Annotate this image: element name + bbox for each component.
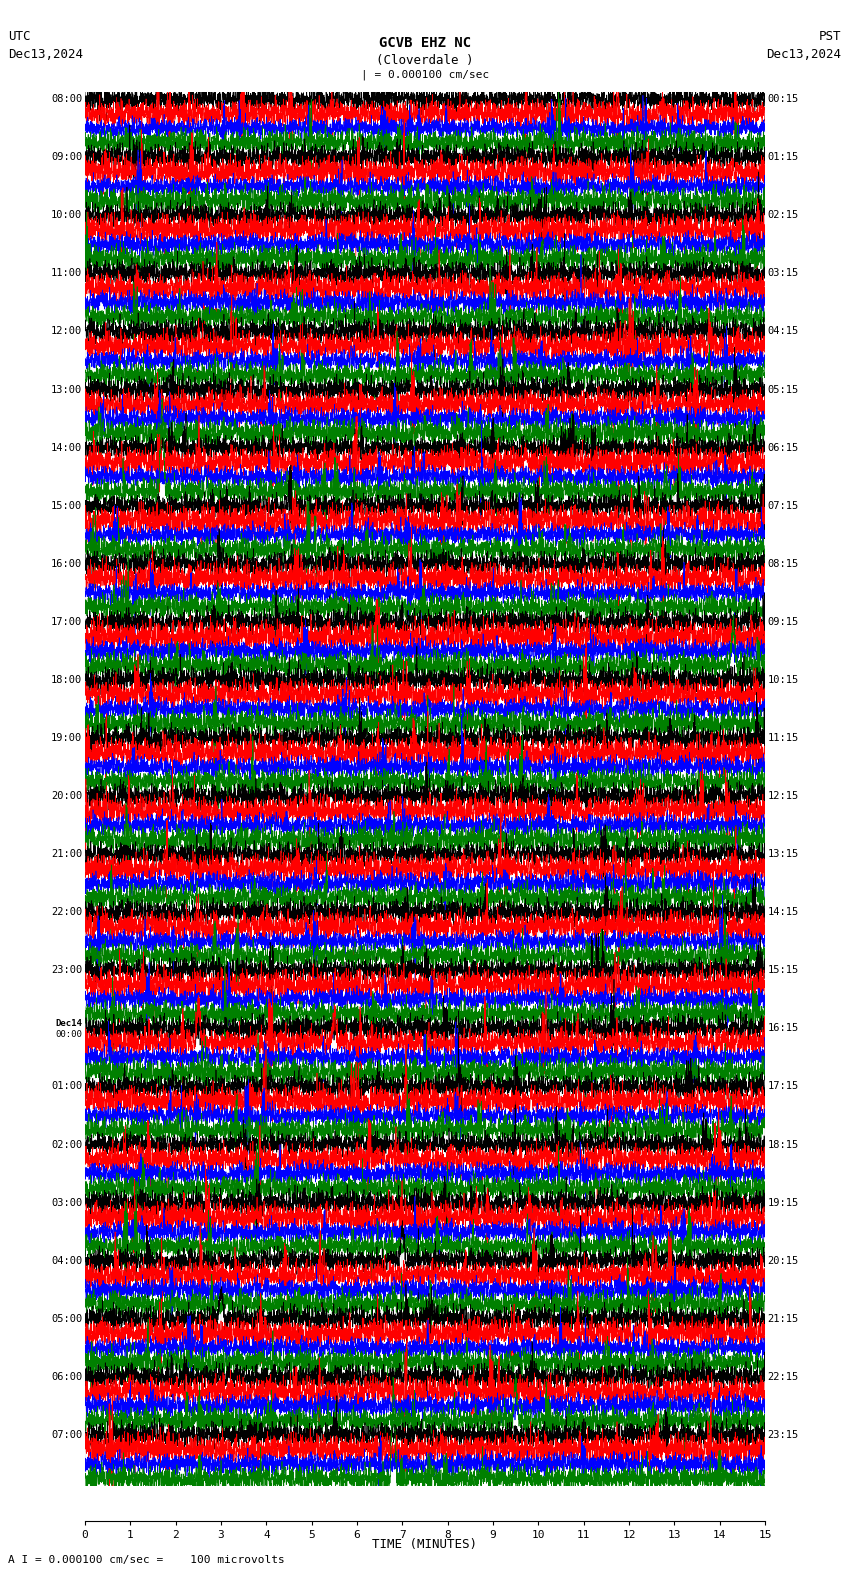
- Text: 02:15: 02:15: [768, 211, 799, 220]
- Text: 18:15: 18:15: [768, 1139, 799, 1150]
- Text: 07:00: 07:00: [51, 1430, 82, 1440]
- Text: 10:00: 10:00: [51, 211, 82, 220]
- Text: 17:00: 17:00: [51, 616, 82, 627]
- Text: 15:00: 15:00: [51, 501, 82, 510]
- Text: 20:00: 20:00: [51, 790, 82, 802]
- Text: 00:00: 00:00: [55, 1030, 82, 1039]
- Text: | = 0.000100 cm/sec: | = 0.000100 cm/sec: [361, 70, 489, 81]
- Text: 02:00: 02:00: [51, 1139, 82, 1150]
- Text: PST: PST: [819, 30, 842, 43]
- Text: A I = 0.000100 cm/sec =    100 microvolts: A I = 0.000100 cm/sec = 100 microvolts: [8, 1555, 286, 1565]
- Text: 19:00: 19:00: [51, 733, 82, 743]
- Text: 05:00: 05:00: [51, 1313, 82, 1324]
- Text: (Cloverdale ): (Cloverdale ): [377, 54, 473, 67]
- Text: 09:15: 09:15: [768, 616, 799, 627]
- Text: 13:00: 13:00: [51, 385, 82, 394]
- Text: GCVB EHZ NC: GCVB EHZ NC: [379, 36, 471, 51]
- Text: 12:00: 12:00: [51, 326, 82, 336]
- Text: 06:15: 06:15: [768, 442, 799, 453]
- Text: 03:00: 03:00: [51, 1198, 82, 1207]
- Text: 18:00: 18:00: [51, 675, 82, 684]
- Text: UTC: UTC: [8, 30, 31, 43]
- Text: 08:00: 08:00: [51, 93, 82, 105]
- Text: 21:15: 21:15: [768, 1313, 799, 1324]
- Text: 23:15: 23:15: [768, 1430, 799, 1440]
- Text: 04:00: 04:00: [51, 1256, 82, 1266]
- Text: TIME (MINUTES): TIME (MINUTES): [372, 1538, 478, 1551]
- Text: 12:15: 12:15: [768, 790, 799, 802]
- Text: 16:15: 16:15: [768, 1023, 799, 1033]
- Text: Dec13,2024: Dec13,2024: [8, 48, 83, 60]
- Text: 13:15: 13:15: [768, 849, 799, 859]
- Text: 14:15: 14:15: [768, 908, 799, 917]
- Text: 11:15: 11:15: [768, 733, 799, 743]
- Text: 03:15: 03:15: [768, 268, 799, 279]
- Text: 15:15: 15:15: [768, 965, 799, 976]
- Text: Dec14: Dec14: [55, 1019, 82, 1028]
- Text: 01:00: 01:00: [51, 1082, 82, 1091]
- Text: 21:00: 21:00: [51, 849, 82, 859]
- Text: 17:15: 17:15: [768, 1082, 799, 1091]
- Text: 01:15: 01:15: [768, 152, 799, 162]
- Text: 00:15: 00:15: [768, 93, 799, 105]
- Text: 06:00: 06:00: [51, 1372, 82, 1381]
- Text: 23:00: 23:00: [51, 965, 82, 976]
- Text: 22:15: 22:15: [768, 1372, 799, 1381]
- Text: 07:15: 07:15: [768, 501, 799, 510]
- Text: 20:15: 20:15: [768, 1256, 799, 1266]
- Text: 08:15: 08:15: [768, 559, 799, 569]
- Text: 05:15: 05:15: [768, 385, 799, 394]
- Text: 16:00: 16:00: [51, 559, 82, 569]
- Text: Dec13,2024: Dec13,2024: [767, 48, 842, 60]
- Text: 11:00: 11:00: [51, 268, 82, 279]
- Text: 14:00: 14:00: [51, 442, 82, 453]
- Text: 22:00: 22:00: [51, 908, 82, 917]
- Text: 09:00: 09:00: [51, 152, 82, 162]
- Text: 10:15: 10:15: [768, 675, 799, 684]
- Text: 19:15: 19:15: [768, 1198, 799, 1207]
- Text: 04:15: 04:15: [768, 326, 799, 336]
